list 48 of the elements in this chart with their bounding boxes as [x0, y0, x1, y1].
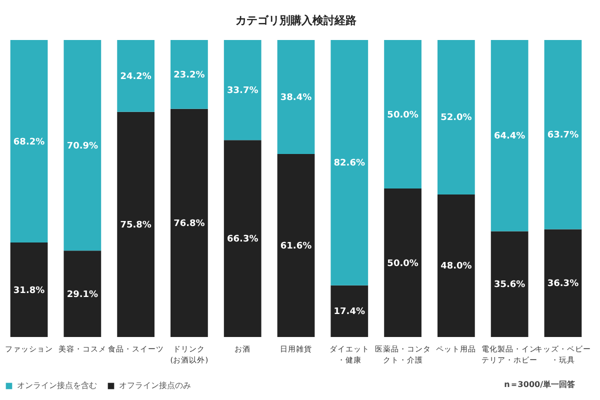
data-label: 23.2%: [174, 70, 205, 80]
bar: [64, 40, 102, 251]
bar: [170, 108, 208, 337]
data-label: 36.3%: [547, 279, 579, 290]
data-label: 50.0%: [387, 110, 418, 120]
bar: [490, 231, 528, 337]
data-label: 68.2%: [13, 137, 45, 148]
data-label: 33.7%: [226, 86, 258, 96]
data-label: 76.8%: [174, 218, 205, 229]
data-label: 63.7%: [547, 130, 579, 141]
bar: [117, 40, 155, 112]
bar: [170, 40, 208, 109]
data-label: 75.8%: [120, 220, 152, 230]
data-label: 64.4%: [494, 132, 526, 142]
bar: [224, 40, 262, 140]
bar: [277, 154, 315, 337]
bar: [437, 194, 475, 337]
data-label: 82.6%: [334, 158, 366, 169]
chart-title: カテゴリ別購入検討経路: [236, 14, 356, 27]
bar: [10, 242, 48, 337]
legend-label: オフライン接点のみ: [119, 381, 191, 390]
data-label: 24.2%: [120, 72, 152, 82]
bar: [64, 250, 102, 337]
data-label: 29.1%: [66, 290, 98, 300]
bar: [544, 229, 582, 337]
data-label: 17.4%: [334, 307, 366, 318]
data-label: 38.4%: [280, 93, 312, 104]
bar: [10, 40, 48, 243]
bar: [224, 140, 262, 337]
data-label: 50.0%: [387, 258, 418, 269]
data-label: 70.9%: [66, 141, 98, 152]
bar: [117, 112, 155, 337]
data-label: 66.3%: [226, 234, 258, 245]
bar: [330, 40, 368, 286]
bar: [490, 40, 528, 232]
bar: [437, 40, 475, 194]
bar: [384, 40, 422, 188]
legend-label: オンライン接点を含む: [17, 381, 97, 390]
data-label: 31.8%: [13, 286, 45, 296]
data-label: 61.6%: [280, 242, 312, 252]
bar: [544, 40, 582, 230]
bar: [384, 188, 422, 337]
data-label: 35.6%: [494, 280, 526, 290]
data-label: 52.0%: [440, 113, 472, 124]
data-label: 48.0%: [440, 262, 472, 272]
bar: [277, 40, 315, 154]
bar: [330, 285, 368, 337]
text: n＝3000/単一回答: [504, 380, 576, 389]
